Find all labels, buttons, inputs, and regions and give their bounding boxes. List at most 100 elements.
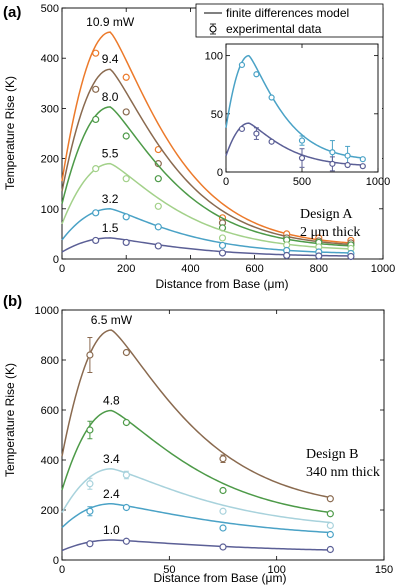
- panel-a-model-curve: [61, 106, 351, 247]
- panel-a-data-point: [218, 234, 227, 242]
- panel-a-data-point: [92, 49, 100, 57]
- panel-a-design-thickness: 2 μm thick: [300, 225, 360, 240]
- panel-a-model-curve: [61, 237, 351, 257]
- panel-b-model-curve: [61, 502, 331, 534]
- inset-data-point: [344, 161, 351, 169]
- panel-b-curve-label: 2.4: [103, 487, 120, 501]
- panel-a-x-tick-label: 600: [245, 263, 263, 275]
- panel-a-curve-label: 9.4: [102, 52, 119, 66]
- inset-chart: 0 500 1000 0 50 100: [205, 40, 390, 188]
- panel-b-curve-label: 3.4: [103, 452, 120, 466]
- inset-data-point: [359, 156, 366, 163]
- panel-b-data-point: [86, 507, 94, 515]
- panel-b-data-point: [86, 426, 94, 434]
- panel-b-data-point: [219, 507, 227, 515]
- panel-b: (b) 0 50 100 150 0 200 400 600 800 1000 6.5 mW 4.8…: [3, 293, 393, 585]
- panel-b-data-point: [122, 418, 131, 427]
- panel-a-design-title: Design A: [300, 207, 353, 222]
- panel-a-x-tick-label: 200: [117, 263, 135, 275]
- panel-a-model-curve: [61, 68, 351, 246]
- inset-data-point: [268, 138, 275, 145]
- inset-data-point: [298, 154, 306, 162]
- inset-data-point: [253, 71, 260, 78]
- panel-a-curve-label: 10.9 mW: [86, 15, 135, 29]
- panel-b-data-point: [122, 348, 131, 357]
- panel-a-data-point: [122, 132, 130, 140]
- panel-a-data-point: [92, 115, 100, 124]
- panel-b-data-point: [326, 510, 334, 518]
- inset-data-point: [268, 94, 275, 101]
- panel-a-x-tick-label: 1000: [371, 263, 395, 275]
- panel-b-axes: 0 50 100 150 0 200 400 600 800 1000: [35, 305, 394, 576]
- inset-data-point: [238, 125, 246, 133]
- panel-b-y-axis-label: Temperature Rise (K): [3, 363, 17, 477]
- panel-b-data-point: [122, 537, 131, 545]
- inset-x-tick-label: 1000: [366, 176, 390, 188]
- panel-b-y-tick-label: 1000: [35, 305, 59, 317]
- panel-a-data-point: [283, 251, 291, 260]
- panel-b-model-curve: [61, 467, 331, 524]
- inset-model-curve: [225, 122, 363, 166]
- panel-a-data-point: [347, 252, 355, 261]
- panel-a-y-tick-label: 400: [41, 53, 59, 65]
- panel-a-data-point: [92, 165, 100, 173]
- inset-data-point: [253, 130, 260, 137]
- panel-a-data-point: [154, 242, 162, 250]
- panel-a-x-tick-label: 0: [59, 263, 65, 275]
- panel-a-data-point: [92, 236, 100, 245]
- inset-data-point: [329, 160, 336, 167]
- panel-b-x-tick-label: 150: [375, 564, 393, 576]
- panel-a-data-point: [154, 223, 162, 231]
- panel-b-data-point: [326, 495, 334, 503]
- panel-a-data-point: [218, 241, 227, 250]
- legend-model-label: finite differences model: [226, 6, 349, 20]
- panel-a-x-tick-label: 400: [181, 263, 199, 275]
- panel-a-data-point: [315, 252, 323, 260]
- panel-b-data-point: [122, 471, 131, 479]
- inset-y-tick-label: 50: [211, 109, 223, 121]
- panel-b-y-tick-label: 400: [41, 455, 59, 467]
- inset-y-tick-label: 100: [205, 51, 223, 63]
- inset-data-point: [238, 61, 246, 69]
- panel-b-data-point: [219, 524, 227, 532]
- panel-a-data-point: [154, 202, 162, 210]
- panel-a-y-axis-label: Temperature Rise (K): [3, 76, 17, 190]
- panel-a-y-tick-label: 100: [41, 204, 59, 216]
- panel-a-plot-area: 10.9 mW 9.4 8.0 5.5 3.2 1.5: [61, 15, 355, 261]
- inset-axes: 0 500 1000 0 50 100: [205, 43, 390, 188]
- panel-a-data-point: [122, 213, 130, 221]
- panel-b-plot-area: 6.5 mW 4.8 3.4 2.4 1.0: [61, 313, 334, 554]
- inset-background: [224, 40, 382, 183]
- legend-marker-icon: [209, 23, 217, 35]
- panel-a-model-curve: [61, 162, 351, 250]
- panel-b-data-point: [219, 455, 227, 463]
- panel-b-x-tick-label: 0: [59, 564, 65, 576]
- panel-a-curve-label: 5.5: [102, 147, 119, 161]
- panel-a-data-point: [154, 175, 162, 183]
- panel-b-data-point: [86, 480, 94, 488]
- inset-data-point: [298, 137, 306, 144]
- legend-box: [195, 3, 384, 38]
- panel-a-x-tick-label: 800: [310, 263, 328, 275]
- panel-a-data-point: [122, 73, 130, 81]
- panel-b-data-point: [219, 486, 227, 495]
- panel-b-model-curve: [61, 409, 331, 514]
- inset-data-point: [329, 149, 336, 156]
- legend-exp-label: experimental data: [226, 22, 322, 36]
- panel-b-x-tick-label: 50: [163, 564, 175, 576]
- panel-a-y-tick-label: 500: [41, 3, 59, 15]
- panel-a-data-point: [92, 209, 100, 217]
- panel-a-data-point: [92, 85, 100, 93]
- panel-b-data-point: [122, 503, 131, 512]
- inset-data-point: [359, 163, 366, 170]
- panel-a-data-point: [122, 175, 130, 183]
- inset-plot-area: [225, 54, 366, 172]
- panel-b-design-thickness: 340 nm thick: [306, 465, 380, 480]
- panel-b-design-title: Design B: [306, 447, 359, 462]
- panel-b-x-axis-label: Distance from Base (μm): [154, 571, 287, 585]
- panel-b-data-point: [326, 545, 334, 554]
- panel-a-label: (a): [3, 4, 21, 21]
- panel-b-y-tick-label: 200: [41, 505, 59, 517]
